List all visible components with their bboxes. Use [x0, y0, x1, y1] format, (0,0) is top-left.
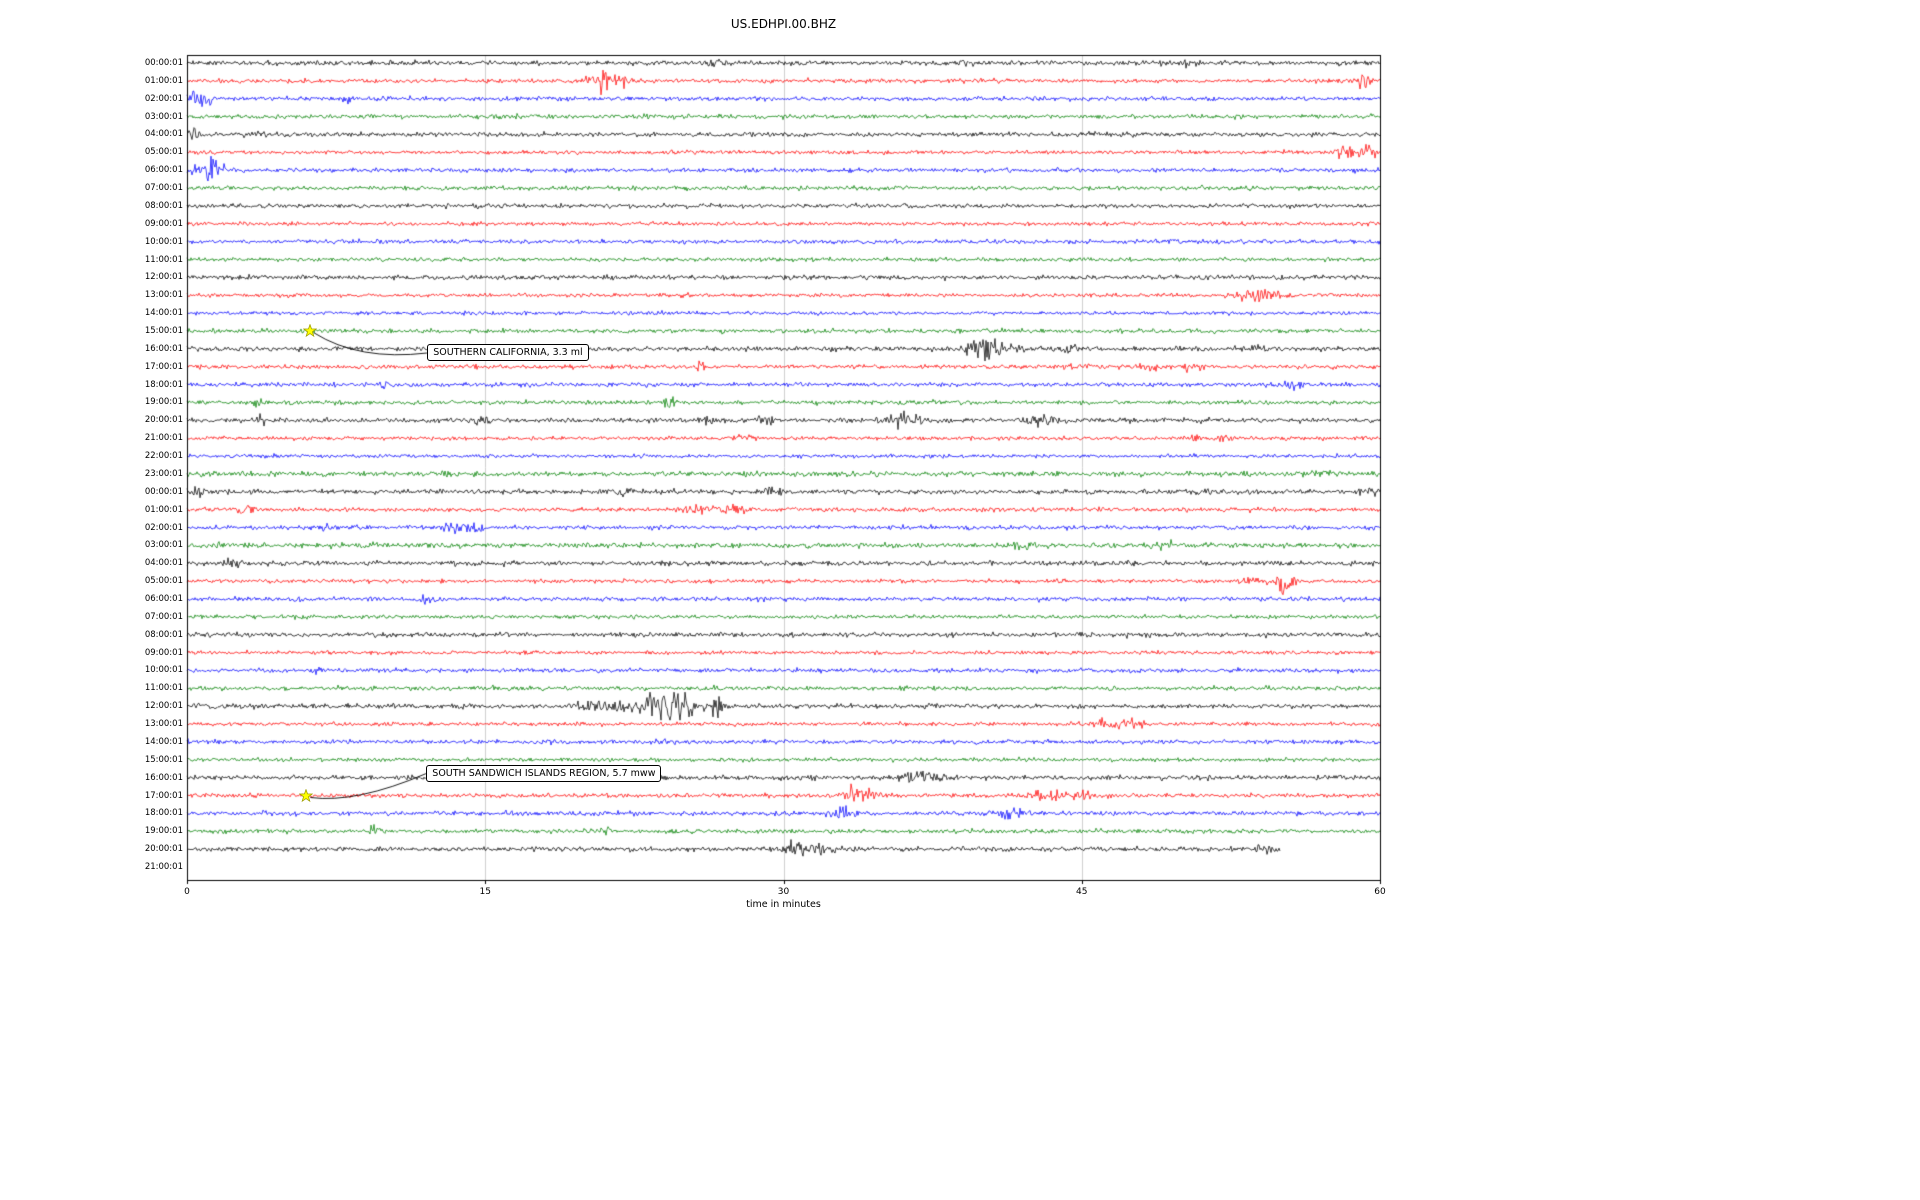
row-label: 23:00:01 [144, 468, 183, 479]
event-marker-star-icon [299, 788, 314, 802]
row-label: 15:00:01 [144, 754, 183, 765]
row-label: 20:00:01 [144, 415, 183, 426]
row-label: 07:00:01 [144, 611, 183, 622]
annotation-label: SOUTHERN CALIFORNIA, 3.3 ml [427, 343, 589, 361]
row-label: 00:00:01 [144, 58, 183, 68]
x-tick-label: 15 [479, 887, 491, 897]
row-label: 20:00:01 [144, 844, 183, 855]
row-label: 01:00:01 [144, 75, 183, 86]
x-tick-label: 45 [1076, 887, 1088, 897]
row-label: 10:00:01 [144, 236, 183, 247]
x-axis-label: time in minutes [746, 899, 821, 910]
row-label: 17:00:01 [144, 361, 183, 372]
row-label: 11:00:01 [144, 254, 183, 265]
row-label: 16:00:01 [144, 343, 183, 354]
row-label: 02:00:01 [144, 93, 183, 104]
row-label: 17:00:01 [144, 790, 183, 801]
row-label: 06:00:01 [144, 593, 183, 604]
row-label: 01:00:01 [144, 504, 183, 515]
row-label: 21:00:01 [144, 861, 183, 872]
row-label: 18:00:01 [144, 808, 183, 819]
row-label: 00:00:01 [144, 486, 183, 497]
row-label: 18:00:01 [144, 379, 183, 390]
row-label: 21:00:01 [144, 433, 183, 444]
row-label: 12:00:01 [144, 701, 183, 712]
event-marker-star-icon [303, 323, 318, 338]
annotation-label: SOUTH SANDWICH ISLANDS REGION, 5.7 mww [426, 764, 662, 782]
row-label: 12:00:01 [144, 272, 183, 283]
row-label: 08:00:01 [144, 629, 183, 640]
row-label: 14:00:01 [144, 736, 183, 747]
row-label: 04:00:01 [144, 558, 183, 569]
row-label: 05:00:01 [144, 576, 183, 587]
row-label: 11:00:01 [144, 683, 183, 694]
row-label: 04:00:01 [144, 129, 183, 140]
x-tick-label: 60 [1374, 887, 1386, 897]
row-label: 14:00:01 [144, 308, 183, 319]
row-label: 19:00:01 [144, 826, 183, 837]
row-label: 06:00:01 [144, 165, 183, 176]
row-label: 13:00:01 [144, 290, 183, 301]
row-label: 15:00:01 [144, 325, 183, 336]
row-label: 09:00:01 [144, 647, 183, 658]
row-label: 07:00:01 [144, 183, 183, 194]
row-label: 09:00:01 [144, 218, 183, 229]
row-label: 03:00:01 [144, 540, 183, 551]
row-label: 19:00:01 [144, 397, 183, 408]
row-label: 05:00:01 [144, 147, 183, 158]
row-label: 16:00:01 [144, 772, 183, 783]
row-label: 13:00:01 [144, 719, 183, 730]
row-label: 08:00:01 [144, 200, 183, 211]
row-label: 03:00:01 [144, 111, 183, 122]
row-label: 22:00:01 [144, 451, 183, 462]
x-tick-label: 0 [184, 887, 190, 897]
x-tick-label: 30 [777, 887, 790, 897]
row-label: 02:00:01 [144, 522, 183, 533]
row-label: 10:00:01 [144, 665, 183, 676]
